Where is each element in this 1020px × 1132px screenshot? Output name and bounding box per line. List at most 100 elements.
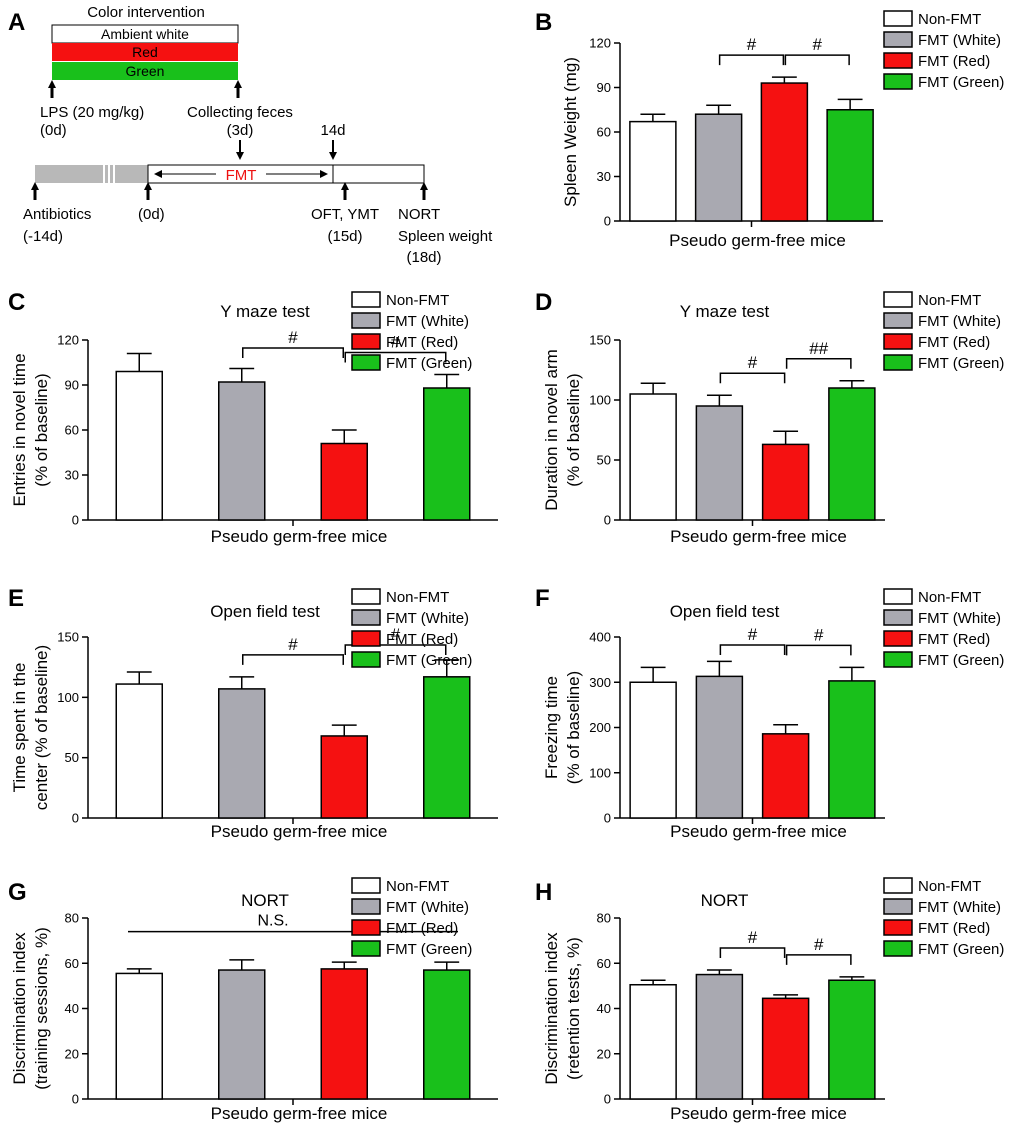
y-axis-label-e: center (% of baseline) [32,645,51,810]
legend-swatch-f-4 [883,651,913,668]
panel-letter-f: F [535,585,550,612]
legend-swatch-d-2 [883,312,913,329]
y-axis-label-h: Discrimination index [542,932,561,1085]
bar-e-4 [423,676,471,819]
bar-b-2 [694,113,743,222]
y-axis-label-c: Entries in novel time [10,353,29,506]
band-green [52,62,238,80]
y-axis-label-d: Duration in novel arm [542,349,561,511]
x-axis-label-g: Pseudo germ-free mice [211,1104,388,1123]
legend-swatch-h-3 [883,919,913,936]
legend-label-h-4: FMT (Green) [918,941,1004,958]
y-tick-label-c: 120 [57,333,79,348]
x-axis-label-c: Pseudo germ-free mice [211,527,388,546]
significance-label-d: # [748,353,758,372]
bar-b-4 [826,109,874,222]
legend-label-h-3: FMT (Red) [918,920,990,937]
bar-c-4 [423,387,471,521]
bar-b-3 [760,82,809,222]
panel-a-timeline: A Color intervention Ambient white Red G… [8,4,493,266]
y-tick-label-g: 40 [65,1001,79,1016]
legend-swatch-d-1 [883,291,913,308]
significance-bracket-f [785,644,852,656]
legend-label-g-4: FMT (Green) [386,941,472,958]
bar-h-1 [629,983,677,1100]
chart-title-d: Y maze test [680,302,770,321]
panel-letter-b: B [535,9,552,36]
y-axis-label-c: (% of baseline) [32,373,51,486]
legend-label-d-4: FMT (Green) [918,355,1004,372]
panel-c-chart: C Y maze test 0 30 60 90 120 Pseudo germ-free m… [8,289,498,546]
chart-title-c: Y maze test [220,302,310,321]
y-tick-label-f: 400 [589,630,611,645]
nort-day-label: (18d) [406,249,441,266]
y-tick-label-b: 90 [597,80,611,95]
y-tick-label-h: 80 [597,911,611,926]
y-tick-label-f: 300 [589,675,611,690]
y-tick-label-g: 20 [65,1046,79,1061]
y-tick-label-b: 120 [589,36,611,51]
bar-d-2 [695,405,744,521]
panel-f-chart: F Open field test 0 100 200 300 400 Pseudo germ… [535,585,1004,841]
bar-c-3 [320,442,368,521]
legend-swatch-h-4 [883,940,913,957]
x-axis-label-d: Pseudo germ-free mice [670,527,847,546]
y-tick-label-c: 0 [72,513,79,528]
charts-layer: B 0 30 60 90 120 Pseudo germ-free mice Spleen W… [8,9,1004,1123]
y-tick-label-g: 60 [65,956,79,971]
significance-label-b: # [747,35,757,54]
legend-swatch-h-1 [883,877,913,894]
y-tick-label-e: 50 [65,750,79,765]
legend-swatch-c-3 [351,333,381,350]
antibiotics-label: Antibiotics [23,206,91,223]
y-tick-label-f: 0 [604,811,611,826]
bar-g-2 [218,969,266,1100]
bar-f-2 [695,675,744,819]
legend-label-f-3: FMT (Red) [918,631,990,648]
panel-letter-d: D [535,289,552,316]
y-tick-label-d: 100 [589,393,611,408]
bar-e-2 [218,688,266,819]
y-tick-label-e: 150 [57,630,79,645]
bar-e-1 [115,683,163,819]
y-tick-label-d: 0 [604,513,611,528]
significance-bracket-h [719,947,786,959]
bar-d-4 [828,387,876,521]
panel-letter-g: G [8,879,27,906]
significance-bracket-f [719,644,786,655]
panel-letter-e: E [8,585,24,612]
significance-bracket-e [344,644,447,655]
legend-label-c-2: FMT (White) [386,313,469,330]
y-tick-label-c: 90 [65,378,79,393]
y-tick-label-f: 100 [589,765,611,780]
y-tick-label-h: 0 [604,1092,611,1107]
x-axis-label-e: Pseudo germ-free mice [211,822,388,841]
legend-swatch-d-4 [883,354,913,371]
y-tick-label-g: 0 [72,1092,79,1107]
chart-title-h: NORT [701,891,749,910]
x-axis-label-b: Pseudo germ-free mice [669,231,846,250]
day0-label: (0d) [138,206,165,223]
legend-label-c-1: Non-FMT [386,292,449,309]
panel-e-chart: E Open field test 0 50 100 150 Pseudo germ-fre… [8,585,498,841]
nort-label: NORT [398,206,440,223]
legend-label-c-3: FMT (Red) [386,334,458,351]
legend-label-b-1: Non-FMT [918,11,981,28]
significance-label-f: # [814,625,824,644]
y-axis-label-e: Time spent in the [10,663,29,793]
feces-day-label: (3d) [227,122,254,139]
legend-swatch-b-4 [883,73,913,90]
y-axis-label-g: Discrimination index [10,932,29,1085]
x-axis-label-f: Pseudo germ-free mice [670,822,847,841]
y-tick-label-d: 150 [589,333,611,348]
legend-label-g-2: FMT (White) [386,899,469,916]
legend-swatch-e-4 [351,651,381,668]
y-axis-label-b: Spleen Weight (mg) [561,57,580,207]
significance-label-c: # [288,328,298,347]
y-tick-label-g: 80 [65,911,79,926]
legend-swatch-b-1 [883,10,913,27]
legend-swatch-e-2 [351,609,381,626]
feces-label: Collecting feces [187,104,293,121]
legend-label-d-2: FMT (White) [918,313,1001,330]
x-axis-label-h: Pseudo germ-free mice [670,1104,847,1123]
